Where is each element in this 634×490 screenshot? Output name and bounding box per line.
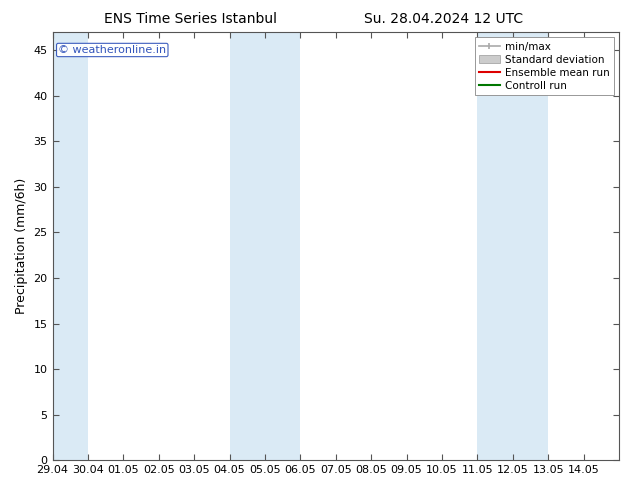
Bar: [230, 32, 301, 460]
Bar: [53, 32, 88, 460]
Bar: [477, 32, 548, 460]
Text: Su. 28.04.2024 12 UTC: Su. 28.04.2024 12 UTC: [365, 12, 523, 26]
Y-axis label: Precipitation (mm/6h): Precipitation (mm/6h): [15, 178, 28, 314]
Text: © weatheronline.in: © weatheronline.in: [58, 45, 166, 55]
Legend: min/max, Standard deviation, Ensemble mean run, Controll run: min/max, Standard deviation, Ensemble me…: [475, 37, 614, 95]
Text: ENS Time Series Istanbul: ENS Time Series Istanbul: [104, 12, 276, 26]
